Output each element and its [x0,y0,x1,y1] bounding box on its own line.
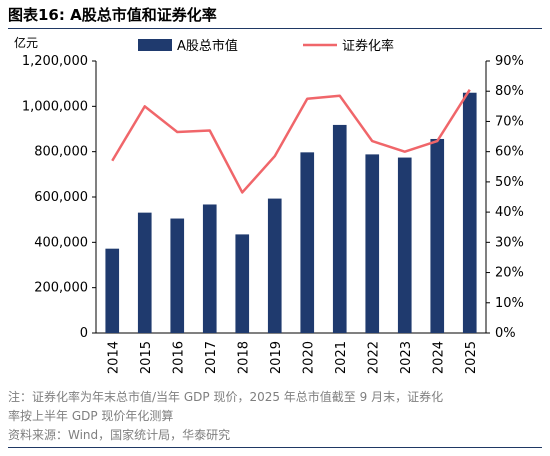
legend-bar-label: A股总市值 [177,38,238,54]
bottom-divider [8,447,542,448]
bar-series [105,92,477,333]
bar [397,157,412,333]
left-tick-label: 200,000 [34,281,88,296]
legend-line-label: 证券化率 [342,38,394,54]
x-tick-label: 2016 [171,341,186,374]
bar [105,248,120,333]
left-axis-unit: 亿元 [14,35,38,50]
x-tick-label: 2021 [334,341,349,374]
x-tick-label: 2020 [301,341,316,374]
source-line: 资料来源：Wind，国家统计局，华泰研究 [8,428,231,442]
note-line-1: 注：证券化率为年末总市值/当年 GDP 现价，2025 年总市值截至 9 月末，… [8,390,444,404]
x-tick-label: 2018 [236,341,251,374]
right-tick-label: 10% [495,296,524,311]
figure-title: 图表16: A股总市值和证券化率 [8,6,217,24]
x-tick-label: 2024 [431,341,446,374]
line-series [111,89,471,194]
note-line-2: 率按上半年 GDP 现价年化测算 [8,409,174,423]
right-tick-label: 60% [495,145,524,160]
bar [267,198,282,333]
left-tick-label: 400,000 [34,235,88,250]
x-tick-label: 2017 [204,341,219,374]
bar [235,234,250,333]
right-tick-label: 20% [495,266,524,281]
x-tick-label: 2015 [139,341,154,374]
right-tick-label: 30% [495,235,524,250]
x-tick-label: 2022 [366,341,381,374]
chart-legend: A股总市值 证券化率 [138,38,394,54]
line-path [111,89,471,194]
bar [430,138,445,333]
bar [300,152,315,333]
x-tick-label: 2014 [106,341,121,374]
x-tick-label: 2019 [269,341,284,374]
left-tick-label: 1,200,000 [22,54,88,69]
x-tick-label: 2025 [464,341,479,374]
left-tick-label: 800,000 [34,145,88,160]
right-tick-label: 0% [495,326,516,341]
x-tick-label: 2023 [399,341,414,374]
bar [365,154,380,333]
bar [462,92,477,333]
left-tick-label: 0 [80,326,88,341]
right-tick-label: 40% [495,205,524,220]
bar [137,212,152,333]
bar [170,218,185,333]
right-tick-label: 90% [495,54,524,69]
right-tick-label: 70% [495,114,524,129]
bar [332,124,347,333]
left-tick-label: 600,000 [34,190,88,205]
chart-axes: 0 200,000 400,000 600,000 800,000 1,000,000 1,… [14,35,524,374]
right-tick-label: 80% [495,84,524,99]
right-tick-label: 50% [495,175,524,190]
legend-bar-swatch [138,39,172,51]
bar [202,204,217,333]
notes-block: 注：证券化率为年末总市值/当年 GDP 现价，2025 年总市值截至 9 月末，… [8,388,542,445]
left-tick-label: 1,000,000 [22,99,88,114]
title-divider [8,28,542,29]
chart-svg: 0 200,000 400,000 600,000 800,000 1,000,000 1,… [14,35,524,374]
